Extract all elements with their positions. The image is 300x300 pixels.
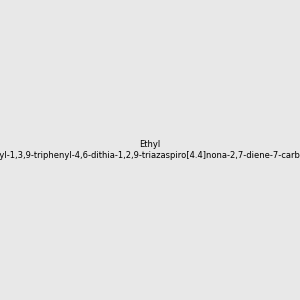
Text: Ethyl 8-methyl-1,3,9-triphenyl-4,6-dithia-1,2,9-triazaspiro[4.4]nona-2,7-diene-7: Ethyl 8-methyl-1,3,9-triphenyl-4,6-dithi…: [0, 140, 300, 160]
